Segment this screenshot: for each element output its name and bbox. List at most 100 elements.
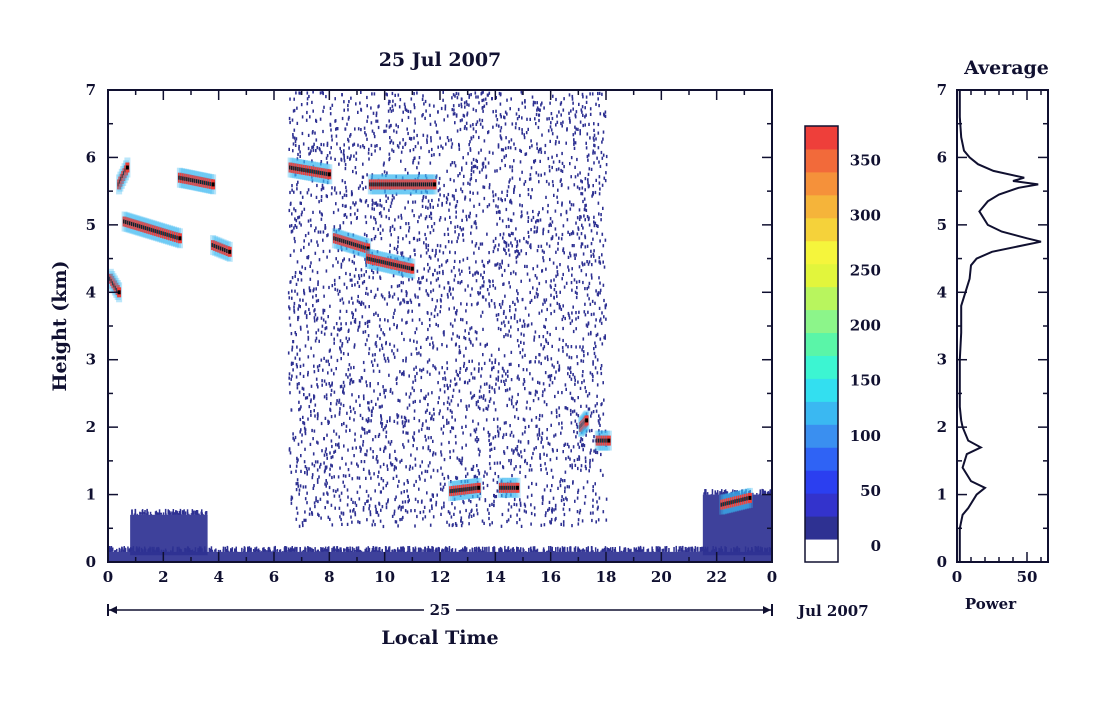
noise-cell — [509, 165, 511, 168]
noise-cell — [383, 525, 385, 528]
noise-cell — [428, 269, 430, 272]
noise-cell — [574, 376, 576, 379]
noise-cell — [468, 143, 470, 146]
noise-cell — [580, 121, 582, 124]
layer-edge — [282, 551, 284, 552]
noise-cell — [508, 518, 510, 521]
noise-cell — [333, 475, 335, 478]
noise-cell — [366, 138, 368, 141]
noise-cell — [451, 515, 453, 518]
noise-cell — [457, 200, 459, 203]
noise-cell — [546, 298, 548, 301]
noise-cell — [512, 396, 514, 399]
noise-cell — [600, 112, 602, 115]
noise-cell — [569, 375, 571, 378]
noise-cell — [526, 406, 528, 409]
noise-cell — [303, 291, 305, 294]
noise-cell — [302, 524, 304, 527]
noise-cell — [387, 500, 389, 503]
noise-cell — [537, 295, 539, 298]
noise-cell — [504, 269, 506, 272]
layer-edge — [486, 547, 488, 552]
noise-cell — [488, 431, 490, 434]
noise-cell — [581, 269, 583, 272]
noise-cell — [413, 340, 415, 343]
noise-cell — [504, 198, 506, 201]
noise-cell — [391, 285, 393, 288]
noise-cell — [557, 273, 559, 276]
noise-cell — [342, 481, 344, 484]
noise-cell — [454, 506, 456, 509]
noise-cell — [443, 486, 445, 489]
noise-cell — [342, 204, 344, 207]
noise-cell — [383, 163, 385, 166]
noise-cell — [366, 287, 368, 290]
noise-cell — [479, 118, 481, 121]
noise-cell — [414, 249, 416, 252]
noise-cell — [502, 367, 504, 370]
noise-cell — [396, 248, 398, 251]
noise-cell — [538, 108, 540, 111]
layer-edge — [142, 510, 144, 515]
noise-cell — [317, 271, 319, 274]
noise-cell — [594, 482, 596, 485]
noise-cell — [549, 501, 551, 504]
noise-cell — [592, 499, 594, 502]
noise-cell — [305, 234, 307, 237]
noise-cell — [587, 352, 589, 355]
noise-cell — [546, 340, 548, 343]
noise-cell — [480, 123, 482, 126]
noise-cell — [405, 357, 407, 360]
noise-cell — [299, 271, 301, 274]
noise-cell — [388, 441, 390, 444]
noise-cell — [542, 432, 544, 435]
noise-cell — [371, 360, 373, 363]
noise-cell — [386, 303, 388, 306]
noise-cell — [573, 203, 575, 206]
noise-cell — [601, 151, 603, 154]
noise-cell — [586, 324, 588, 327]
noise-cell — [449, 450, 451, 453]
noise-cell — [322, 309, 324, 312]
noise-cell — [530, 523, 532, 526]
noise-cell — [374, 489, 376, 492]
noise-cell — [489, 400, 491, 403]
noise-cell — [306, 111, 308, 114]
noise-cell — [439, 188, 441, 191]
noise-cell — [334, 288, 336, 291]
layer-edge — [360, 550, 362, 552]
noise-cell — [426, 141, 428, 144]
noise-cell — [536, 288, 538, 291]
noise-cell — [383, 463, 385, 466]
noise-cell — [363, 394, 365, 397]
noise-cell — [371, 92, 373, 95]
noise-cell — [489, 504, 491, 507]
noise-cell — [333, 430, 335, 433]
layer-edge — [597, 549, 599, 552]
noise-cell — [405, 168, 407, 171]
noise-cell — [368, 494, 370, 497]
noise-cell — [497, 489, 499, 492]
noise-cell — [539, 312, 541, 315]
noise-cell — [361, 199, 363, 202]
noise-cell — [420, 281, 422, 284]
noise-cell — [495, 193, 497, 196]
noise-cell — [584, 106, 586, 109]
noise-cell — [343, 512, 345, 515]
noise-cell — [313, 452, 315, 455]
noise-cell — [592, 511, 594, 514]
noise-cell — [289, 225, 291, 228]
noise-cell — [510, 316, 512, 319]
noise-cell — [443, 330, 445, 333]
noise-cell — [470, 232, 472, 235]
layer-edge — [555, 547, 557, 552]
noise-cell — [416, 341, 418, 344]
noise-cell — [403, 338, 405, 341]
noise-cell — [427, 225, 429, 228]
noise-cell — [374, 149, 376, 152]
layer-edge — [535, 551, 537, 552]
noise-cell — [519, 509, 521, 512]
noise-cell — [451, 338, 453, 341]
noise-cell — [459, 390, 461, 393]
noise-cell — [289, 296, 291, 299]
